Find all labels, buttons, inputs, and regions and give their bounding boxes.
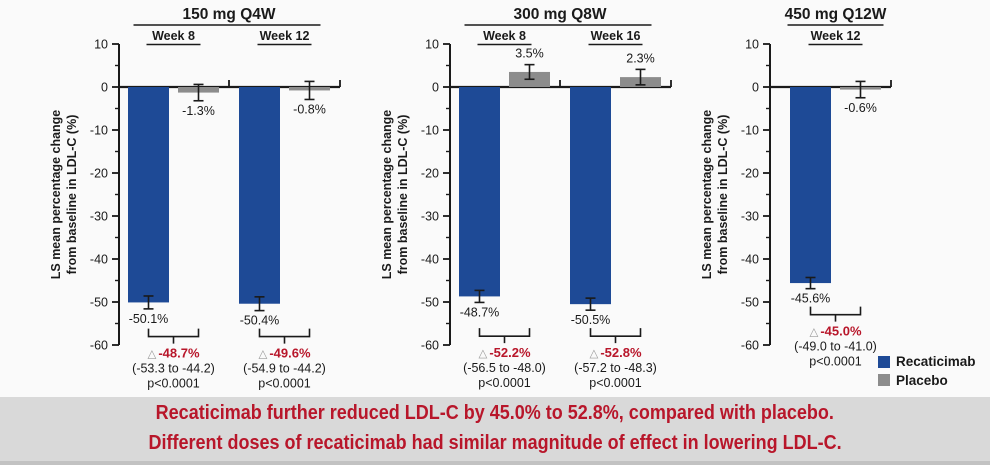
footer-line-2: Different doses of recaticimab had simil… [148,432,842,454]
legend-item-placebo: Placebo [878,372,976,388]
y-tick-label: -40 [741,253,759,267]
comparison-bracket [147,328,200,344]
p-value-label: p<0.0001 [478,376,531,390]
p-value-label: p<0.0001 [809,355,862,369]
delta-triangle-icon: △ [589,348,599,360]
y-tick-label: -40 [421,253,439,267]
y-tick-label: 10 [745,38,759,52]
bar-recaticimab [128,87,169,303]
panel-450mg-q12w: 10 0 -10 -20 -30 -40 -50 -60 LS mean percentage … [700,6,892,369]
bar-value-label: 3.5% [515,47,544,61]
y-tick-label: -60 [90,339,108,353]
bar-recaticimab [570,87,611,305]
ci-label: (-57.2 to -48.3) [574,361,657,375]
comparison-bracket [589,328,642,344]
legend: Recaticimab Placebo [878,355,976,387]
delta-triangle-icon: △ [478,348,488,360]
y-tick-label: -30 [90,210,108,224]
y-tick-label: 0 [101,81,108,95]
bar-value-label: -45.6% [791,292,831,306]
delta-triangle-icon: △ [258,349,268,361]
y-tick-label: -30 [741,210,759,224]
timepoint-label: Week 12 [811,29,861,43]
y-axis-label: from baseline in LDL-C (%) [65,115,79,275]
ci-label: (-49.0 to -41.0) [794,340,877,354]
timepoint-label: Week 8 [152,29,195,43]
comparison-bracket [809,306,862,322]
y-tick-label: -20 [741,167,759,181]
delta-label: △ -48.7% [147,346,199,361]
delta-label: △ -49.6% [258,346,310,361]
chart-area: 10 0 -10 -20 -30 -40 -50 -60 LS mean percentage … [49,6,976,391]
footer-line-1: Recaticimab further reduced LDL-C by 45.… [155,402,835,424]
y-tick-label: -10 [741,124,759,138]
p-value-label: p<0.0001 [258,377,311,391]
y-tick-label: -30 [421,210,439,224]
bar-recaticimab [459,87,500,297]
recaticimab-swatch-icon [878,355,890,368]
y-tick-label: -50 [741,296,759,310]
y-axis-label: LS mean percentage change [700,110,714,280]
y-tick-label: 10 [425,38,439,52]
delta-label: △ -52.8% [589,345,641,360]
panel-title: 300 mg Q8W [513,6,606,23]
bar-value-label: -50.5% [571,313,611,327]
y-tick-label: 10 [94,38,108,52]
y-axis-label: LS mean percentage change [380,110,394,280]
y-axis-label: LS mean percentage change [49,110,63,280]
bar-recaticimab [239,87,280,304]
panel-150mg-q4w: 10 0 -10 -20 -30 -40 -50 -60 LS mean percentage … [49,6,341,391]
y-tick-label: 0 [752,81,759,95]
timepoint-label: Week 8 [483,29,526,43]
y-axis-label: from baseline in LDL-C (%) [396,115,410,275]
panel-title: 450 mg Q12W [785,6,887,23]
delta-label: △ -52.2% [478,345,530,360]
bar-value-label: -0.6% [844,101,877,115]
y-tick-label: -10 [421,124,439,138]
bar-value-label: -0.8% [293,102,326,116]
bar-value-label: -1.3% [182,104,215,118]
y-tick-label: -10 [90,124,108,138]
y-tick-label: 0 [432,81,439,95]
comparison-bracket [478,328,531,344]
panel-300mg-q8w: 10 0 -10 -20 -30 -40 -50 -60 LS mean percentage … [380,6,672,390]
ci-label: (-53.3 to -44.2) [132,362,215,376]
footer-bottom-strip [0,461,990,465]
delta-triangle-icon: △ [147,349,157,361]
y-tick-label: -60 [741,339,759,353]
y-tick-label: -20 [421,167,439,181]
p-value-label: p<0.0001 [147,377,200,391]
y-tick-label: -50 [421,296,439,310]
legend-label-placebo: Placebo [896,372,948,388]
bar-value-label: -48.7% [460,305,500,319]
footer-banner: Recaticimab further reduced LDL-C by 45.… [0,397,990,465]
y-tick-label: -40 [90,253,108,267]
delta-label: △ -45.0% [809,324,861,339]
panel-title: 150 mg Q4W [182,6,275,23]
y-tick-label: -20 [90,167,108,181]
legend-item-recaticimab: Recaticimab [878,355,976,369]
bar-recaticimab [790,87,831,284]
bar-value-label: 2.3% [626,51,655,65]
bar-value-label: -50.4% [240,314,280,328]
y-axis-label: from baseline in LDL-C (%) [716,115,730,275]
timepoint-label: Week 16 [591,29,641,43]
comparison-bracket [258,328,311,344]
legend-label-recaticimab: Recaticimab [896,354,976,369]
ci-label: (-56.5 to -48.0) [463,361,546,375]
y-tick-label: -60 [421,339,439,353]
p-value-label: p<0.0001 [589,376,642,390]
y-tick-label: -50 [90,296,108,310]
placebo-swatch-icon [878,374,890,387]
bar-value-label: -50.1% [129,312,169,326]
timepoint-label: Week 12 [260,29,310,43]
ci-label: (-54.9 to -44.2) [243,362,326,376]
delta-triangle-icon: △ [809,327,819,339]
